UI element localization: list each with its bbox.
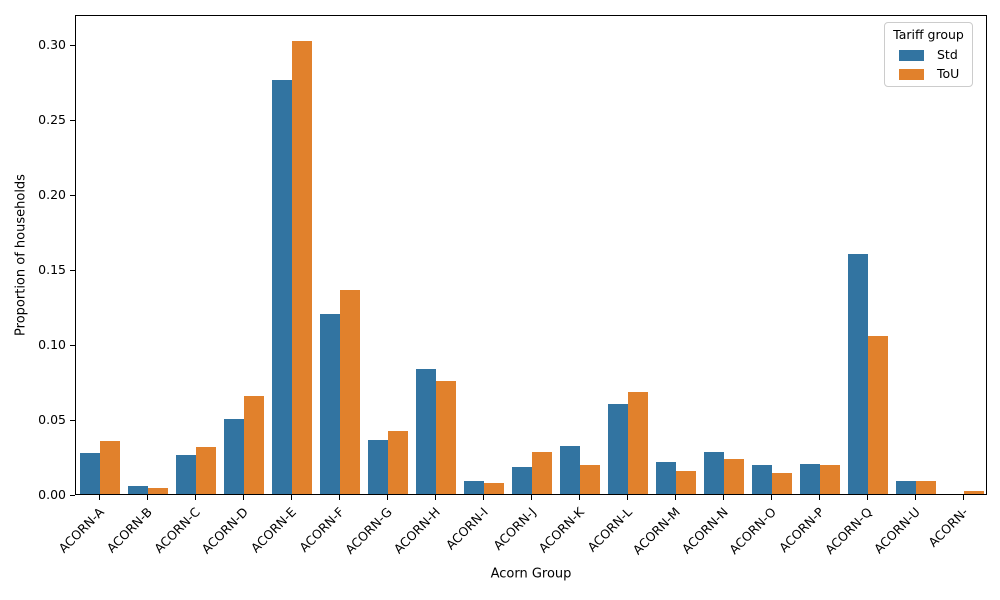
y-tick-label-0.00: 0.00	[38, 487, 66, 502]
bar-tou-acorn-c	[196, 447, 216, 494]
bar-tou-acorn-d	[244, 396, 264, 494]
y-tick-label-0.05: 0.05	[38, 412, 66, 427]
x-tick-mark-acorn-k	[578, 495, 580, 500]
x-tick-mark-acorn-u	[914, 495, 916, 500]
x-axis-label: Acorn Group	[490, 566, 572, 582]
bar-std-acorn-h	[416, 369, 436, 494]
bar-tou-acorn-h	[436, 381, 456, 494]
y-tick-mark-0.25	[70, 119, 75, 121]
bar-tou-acorn-p	[820, 465, 840, 494]
x-tick-mark-acorn-i	[482, 495, 484, 500]
y-tick-mark-0.15	[70, 269, 75, 271]
bar-tou-acorn-q	[868, 336, 888, 494]
bar-tou-acorn-u	[916, 481, 936, 494]
x-tick-mark-acorn-q	[866, 495, 868, 500]
bar-std-acorn-d	[224, 419, 244, 494]
bar-tou-acorn-f	[340, 290, 360, 494]
bar-tou-acorn-m	[676, 471, 696, 494]
legend-title: Tariff group	[893, 27, 964, 42]
plot-area	[75, 15, 987, 495]
y-tick-label-0.15: 0.15	[38, 262, 66, 277]
legend-entry-std: Std	[899, 48, 972, 62]
x-tick-mark-acorn-f	[338, 495, 340, 500]
bar-tou-acorn-e	[292, 41, 312, 494]
x-tick-mark-acorn-o	[770, 495, 772, 500]
x-tick-mark-acorn-	[962, 495, 964, 500]
bar-tou-acorn-g	[388, 431, 408, 494]
bar-std-acorn-p	[800, 464, 820, 494]
x-tick-mark-acorn-l	[626, 495, 628, 500]
bar-tou-acorn-l	[628, 392, 648, 494]
x-tick-mark-acorn-g	[386, 495, 388, 500]
bar-std-acorn-e	[272, 80, 292, 494]
y-tick-label-0.10: 0.10	[38, 337, 66, 352]
y-tick-mark-0.00	[70, 494, 75, 496]
bar-std-acorn-g	[368, 440, 388, 494]
bar-tou-acorn-o	[772, 473, 792, 494]
x-tick-mark-acorn-a	[98, 495, 100, 500]
legend-swatch-std	[899, 49, 924, 61]
legend-swatch-tou	[899, 68, 924, 80]
x-tick-mark-acorn-b	[146, 495, 148, 500]
x-tick-mark-acorn-j	[530, 495, 532, 500]
bar-std-acorn-u	[896, 481, 916, 494]
bar-std-acorn-i	[464, 481, 484, 494]
y-tick-mark-0.10	[70, 344, 75, 346]
bar-std-acorn-c	[176, 455, 196, 494]
y-tick-label-0.20: 0.20	[38, 187, 66, 202]
bar-std-acorn-k	[560, 446, 580, 494]
x-tick-mark-acorn-p	[818, 495, 820, 500]
legend: Tariff group Std ToU	[884, 22, 973, 87]
y-tick-label-0.30: 0.30	[38, 37, 66, 52]
bar-std-acorn-m	[656, 462, 676, 494]
bar-std-acorn-l	[608, 404, 628, 494]
legend-entry-tou: ToU	[899, 67, 972, 81]
bar-std-acorn-q	[848, 254, 868, 494]
bar-std-acorn-a	[80, 453, 100, 494]
bar-tou-acorn-a	[100, 441, 120, 494]
legend-label-std: Std	[937, 47, 958, 62]
x-tick-mark-acorn-d	[242, 495, 244, 500]
y-tick-mark-0.30	[70, 44, 75, 46]
y-tick-label-0.25: 0.25	[38, 112, 66, 127]
y-tick-mark-0.20	[70, 194, 75, 196]
x-tick-mark-acorn-h	[434, 495, 436, 500]
bar-std-acorn-f	[320, 314, 340, 494]
bar-tou-acorn-j	[532, 452, 552, 494]
bar-tou-acorn-k	[580, 465, 600, 494]
x-tick-mark-acorn-c	[194, 495, 196, 500]
bar-tou-acorn-n	[724, 459, 744, 494]
x-tick-mark-acorn-n	[722, 495, 724, 500]
y-tick-mark-0.05	[70, 419, 75, 421]
bar-std-acorn-o	[752, 465, 772, 494]
bar-std-acorn-j	[512, 467, 532, 494]
x-tick-mark-acorn-e	[290, 495, 292, 500]
bar-std-acorn-n	[704, 452, 724, 494]
bar-std-acorn-b	[128, 486, 148, 494]
x-tick-mark-acorn-m	[674, 495, 676, 500]
bar-tou-acorn-i	[484, 483, 504, 494]
bar-tou-acorn-	[964, 491, 984, 494]
bar-tou-acorn-b	[148, 488, 168, 494]
legend-label-tou: ToU	[937, 66, 960, 81]
